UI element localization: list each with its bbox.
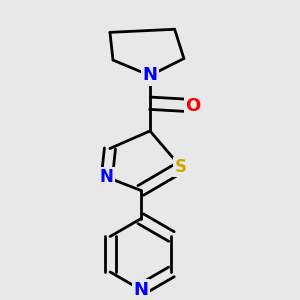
Text: N: N [133, 280, 148, 298]
Text: O: O [185, 97, 201, 115]
Text: N: N [100, 168, 114, 186]
Text: S: S [175, 158, 187, 176]
Text: N: N [142, 67, 158, 85]
